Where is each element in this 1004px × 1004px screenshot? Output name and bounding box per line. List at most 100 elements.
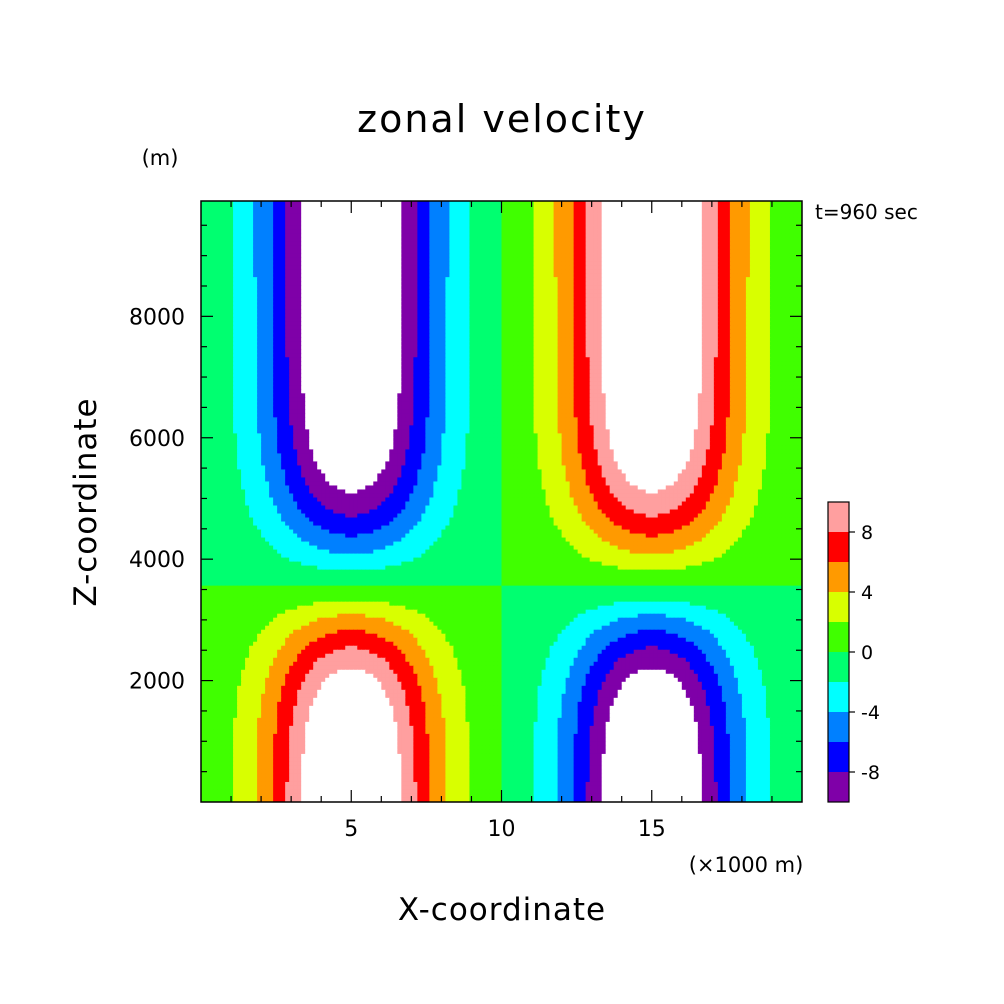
field-cell bbox=[341, 293, 346, 298]
field-cell bbox=[453, 221, 458, 226]
field-cell bbox=[221, 305, 226, 310]
field-cell bbox=[229, 261, 234, 266]
field-cell bbox=[730, 237, 735, 242]
field-cell bbox=[213, 305, 218, 310]
field-cell bbox=[538, 321, 543, 326]
field-cell bbox=[646, 213, 651, 218]
field-cell bbox=[345, 269, 350, 274]
field-cell bbox=[714, 273, 719, 278]
field-cell bbox=[293, 237, 298, 242]
field-cell bbox=[654, 253, 659, 258]
field-cell bbox=[401, 297, 406, 302]
field-cell bbox=[610, 269, 615, 274]
field-cell bbox=[225, 309, 230, 314]
field-cell bbox=[622, 293, 627, 298]
field-cell bbox=[686, 265, 691, 270]
field-cell bbox=[481, 241, 486, 246]
field-cell bbox=[325, 209, 330, 214]
field-cell bbox=[562, 289, 567, 294]
field-cell bbox=[225, 289, 230, 294]
field-cell bbox=[257, 233, 262, 238]
field-cell bbox=[666, 205, 671, 210]
field-cell bbox=[497, 305, 502, 310]
field-cell bbox=[670, 269, 675, 274]
field-cell bbox=[469, 313, 474, 318]
field-cell bbox=[578, 281, 583, 286]
field-cell bbox=[353, 253, 358, 258]
field-cell bbox=[554, 225, 559, 230]
field-cell bbox=[401, 229, 406, 234]
field-cell bbox=[702, 225, 707, 230]
field-cell bbox=[309, 289, 314, 294]
field-cell bbox=[245, 237, 250, 242]
field-cell bbox=[417, 265, 422, 270]
field-cell bbox=[309, 249, 314, 254]
field-cell bbox=[730, 225, 735, 230]
field-cell bbox=[634, 325, 639, 330]
field-cell bbox=[722, 281, 727, 286]
field-cell bbox=[682, 241, 687, 246]
field-cell bbox=[261, 293, 266, 298]
field-cell bbox=[205, 317, 210, 322]
field-cell bbox=[277, 317, 282, 322]
field-cell bbox=[774, 225, 779, 230]
field-cell bbox=[578, 305, 583, 310]
field-cell bbox=[233, 277, 238, 282]
field-cell bbox=[365, 309, 370, 314]
field-cell bbox=[497, 297, 502, 302]
field-cell bbox=[522, 229, 527, 234]
field-cell bbox=[221, 245, 226, 250]
field-cell bbox=[574, 273, 579, 278]
field-cell bbox=[618, 321, 623, 326]
field-cell bbox=[425, 273, 430, 278]
field-cell bbox=[305, 305, 310, 310]
field-cell bbox=[461, 209, 466, 214]
field-cell bbox=[461, 261, 466, 266]
field-cell bbox=[678, 217, 683, 222]
field-cell bbox=[634, 217, 639, 222]
field-cell bbox=[241, 249, 246, 254]
field-cell bbox=[630, 209, 635, 214]
field-cell bbox=[369, 321, 374, 326]
field-cell bbox=[217, 217, 222, 222]
field-cell bbox=[305, 269, 310, 274]
field-cell bbox=[333, 269, 338, 274]
field-cell bbox=[666, 317, 671, 322]
field-cell bbox=[321, 241, 326, 246]
field-cell bbox=[245, 325, 250, 330]
field-cell bbox=[534, 205, 539, 210]
field-cell bbox=[778, 301, 783, 306]
field-cell bbox=[329, 305, 334, 310]
field-cell bbox=[742, 241, 747, 246]
field-cell bbox=[209, 213, 214, 218]
field-cell bbox=[706, 265, 711, 270]
field-cell bbox=[357, 321, 362, 326]
field-cell bbox=[241, 261, 246, 266]
field-cell bbox=[750, 321, 755, 326]
field-cell bbox=[782, 269, 787, 274]
field-cell bbox=[429, 321, 434, 326]
field-cell bbox=[393, 209, 398, 214]
field-cell bbox=[586, 329, 591, 334]
field-cell bbox=[273, 205, 278, 210]
field-cell bbox=[269, 245, 274, 250]
field-cell bbox=[457, 245, 462, 250]
field-cell bbox=[634, 249, 639, 254]
field-cell bbox=[485, 269, 490, 274]
field-cell bbox=[449, 249, 454, 254]
field-cell bbox=[493, 329, 498, 334]
field-cell bbox=[618, 257, 623, 262]
field-cell bbox=[405, 309, 410, 314]
field-cell bbox=[766, 225, 771, 230]
field-cell bbox=[666, 281, 671, 286]
field-cell bbox=[730, 213, 735, 218]
field-cell bbox=[602, 233, 607, 238]
field-cell bbox=[710, 273, 715, 278]
field-cell bbox=[261, 221, 266, 226]
field-cell bbox=[361, 233, 366, 238]
field-cell bbox=[261, 245, 266, 250]
field-cell bbox=[217, 329, 222, 334]
field-cell bbox=[750, 221, 755, 226]
field-cell bbox=[425, 301, 430, 306]
field-cell bbox=[425, 277, 430, 282]
